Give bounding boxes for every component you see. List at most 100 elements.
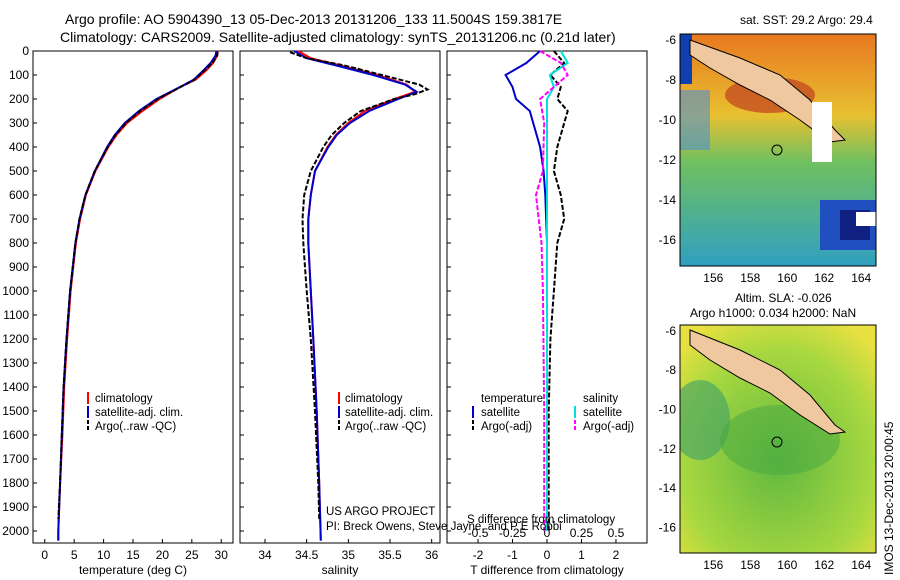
map-y-tick-label: -14 [659, 481, 677, 495]
y-tick-label: 100 [9, 68, 29, 82]
y-tick-label: 1800 [2, 476, 29, 490]
series-line-argo-raw-qc- [57, 52, 219, 520]
x-tick-label: 35 [342, 548, 356, 562]
sla-map-title-line2: Argo h1000: 0.034 h2000: NaN [690, 306, 856, 320]
map-y-tick-label: -8 [665, 363, 676, 377]
legend-argo: Argo(..raw -QC) [345, 421, 426, 433]
sst-map: sat. SST: 29.2 Argo: 29.4 [679, 13, 877, 267]
map-x-tick-label: 160 [777, 271, 797, 285]
series-line-satellite-adj-clim- [57, 50, 218, 541]
difference-legend: temperature salinity satellite Argo(-adj… [472, 393, 634, 433]
temperature-xlabel: temperature (deg C) [79, 563, 187, 577]
series-line-satellite-s [546, 50, 570, 531]
y-tick-label: 700 [9, 212, 29, 226]
map-y-tick-label: -14 [659, 193, 677, 207]
x-tick-label: 2 [613, 548, 620, 562]
legend-temperature-title: temperature [481, 393, 543, 405]
y-tick-label: 1900 [2, 500, 29, 514]
temperature-axes [32, 50, 234, 544]
s-difference-xlabel: S difference from climatology [467, 514, 615, 526]
sla-map: Altim. SLA: -0.026 Argo h1000: 0.034 h20… [679, 291, 877, 554]
temperature-legend: climatology satellite-adj. clim. Argo(..… [87, 392, 183, 433]
x-tick-label: 0 [41, 548, 48, 562]
map-y-tick-label: -8 [665, 73, 676, 87]
x-tick-label: 25 [185, 548, 199, 562]
y-tick-label: 500 [9, 164, 29, 178]
figure-title-line2: Climatology: CARS2009. Satellite-adjuste… [60, 29, 616, 45]
x-tick-label: 1 [578, 548, 585, 562]
map-y-tick-label: -10 [659, 403, 677, 417]
t-difference-xlabel: T difference from climatology [470, 563, 624, 577]
salinity-legend: climatology satellite-adj. clim. Argo(..… [338, 392, 433, 433]
legend-salinity-title: salinity [583, 393, 618, 405]
y-tick-label: 1500 [2, 404, 29, 418]
y-tick-label: 1300 [2, 356, 29, 370]
salinity-axes [239, 50, 441, 544]
sla-map-title-line1: Altim. SLA: -0.026 [735, 291, 832, 305]
x2-tick-label: 0.25 [570, 526, 594, 540]
y-tick-label: 800 [9, 236, 29, 250]
x2-tick-label: 0.5 [608, 526, 625, 540]
y-tick-label: 1200 [2, 332, 29, 346]
pi-label: PI: Breck Owens, Steve Jayne, and P E Ro… [326, 521, 562, 533]
imos-timestamp: IMOS 13-Dec-2013 20:00:45 [882, 421, 896, 575]
x-tick-label: 34.5 [295, 548, 319, 562]
y-tick-label: 1600 [2, 428, 29, 442]
x2-tick-label: -0.5 [468, 526, 489, 540]
salinity-xlabel: salinity [322, 563, 359, 577]
map-y-tick-label: -16 [659, 520, 677, 534]
series-line-argo-adj- [547, 50, 569, 531]
legend-climatology: climatology [95, 393, 153, 405]
x-tick-label: 10 [97, 548, 111, 562]
series-layer [57, 50, 570, 541]
legend-s-argo: Argo(-adj) [583, 421, 634, 433]
map-y-tick-label: -6 [665, 324, 676, 338]
map-x-tick-label: 160 [777, 558, 797, 572]
y-tick-label: 900 [9, 260, 29, 274]
y-tick-label: 1400 [2, 380, 29, 394]
figure-title-line1: Argo profile: AO 5904390_13 05-Dec-2013 … [65, 11, 562, 27]
map-x-tick-label: 162 [814, 558, 834, 572]
y-tick-label: 200 [9, 92, 29, 106]
x-tick-label: 0 [544, 548, 551, 562]
x-tick-label: 30 [215, 548, 229, 562]
x-tick-label: -2 [473, 548, 484, 562]
series-line-climatology [297, 50, 417, 541]
map-x-tick-label: 164 [851, 271, 871, 285]
map-y-tick-label: -16 [659, 233, 677, 247]
series-line-argo-adj-s [534, 50, 569, 531]
map-x-tick-label: 164 [851, 558, 871, 572]
legend-t-argo: Argo(-adj) [481, 421, 532, 433]
y-tick-label: 600 [9, 188, 29, 202]
map-y-tick-label: -10 [659, 113, 677, 127]
y-tick-label: 1700 [2, 452, 29, 466]
map-x-tick-label: 158 [740, 271, 760, 285]
y-tick-label: 400 [9, 140, 29, 154]
legend-argo: Argo(..raw -QC) [95, 421, 176, 433]
y-tick-label: 1100 [3, 308, 29, 322]
y-tick-label: 2000 [2, 524, 29, 538]
legend-s-satellite: satellite [583, 407, 622, 419]
legend-satellite: satellite-adj. clim. [345, 407, 433, 419]
map-x-tick-label: 158 [740, 558, 760, 572]
map-x-tick-label: 156 [703, 558, 723, 572]
project-label: US ARGO PROJECT [326, 506, 435, 518]
x-tick-label: 20 [156, 548, 170, 562]
map-y-tick-label: -6 [665, 33, 676, 47]
x-tick-label: 36 [425, 548, 439, 562]
sst-map-title: sat. SST: 29.2 Argo: 29.4 [740, 13, 873, 27]
map-x-tick-label: 162 [814, 271, 834, 285]
map-x-tick-label: 156 [703, 271, 723, 285]
y-tick-label: 1000 [2, 284, 29, 298]
series-line-argo-raw-qc- [289, 51, 430, 520]
x-tick-label: 5 [71, 548, 78, 562]
legend-satellite: satellite-adj. clim. [95, 407, 183, 419]
x-tick-label: -1 [507, 548, 518, 562]
x-tick-label: 15 [126, 548, 140, 562]
x2-tick-label: -0.25 [499, 526, 527, 540]
x-tick-label: 34 [258, 548, 272, 562]
series-line-climatology [57, 50, 219, 541]
series-line-satellite-adj-clim- [293, 50, 419, 541]
x2-tick-label: 0 [544, 526, 551, 540]
